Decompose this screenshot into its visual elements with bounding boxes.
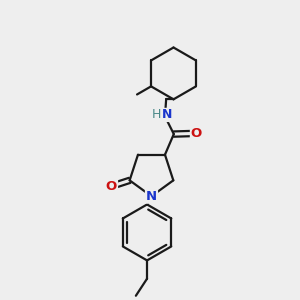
Text: O: O (191, 127, 202, 140)
Text: H: H (152, 108, 161, 122)
Text: N: N (162, 108, 172, 122)
Text: N: N (146, 190, 157, 203)
Text: O: O (106, 180, 117, 193)
